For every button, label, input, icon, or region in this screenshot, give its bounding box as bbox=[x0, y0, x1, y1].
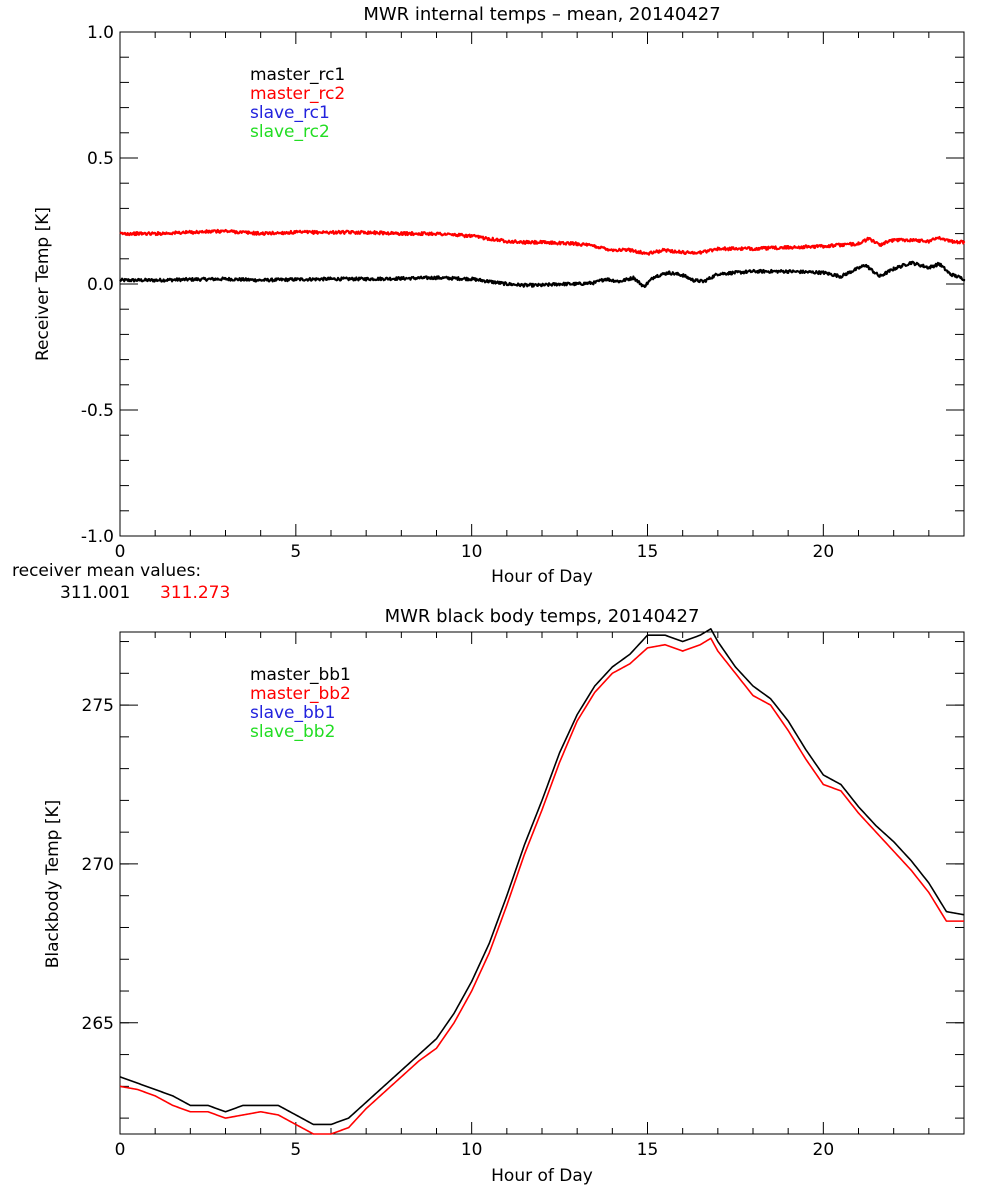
legend-master-rc2: master_rc2 bbox=[250, 84, 345, 104]
blackbody-temp-chart: MWR black body temps, 20140427 0 5 10 15 20 … bbox=[43, 606, 965, 1186]
x-axis-label: Hour of Day bbox=[491, 567, 593, 587]
series-line-master-rc1 bbox=[119, 260, 966, 289]
receiver-mean-value-master-rc1: 311.001 bbox=[60, 583, 130, 603]
x-tick-labels: 0 5 10 15 20 bbox=[115, 542, 835, 562]
receiver-mean-label: receiver mean values: bbox=[12, 561, 201, 581]
y-tick-label: 275 bbox=[82, 696, 114, 716]
x-tick-labels: 0 5 10 15 20 bbox=[115, 1140, 835, 1160]
series-line-master-rc2 bbox=[119, 228, 966, 256]
legend-master-bb1: master_bb1 bbox=[250, 665, 351, 685]
x-axis-label: Hour of Day bbox=[491, 1166, 593, 1186]
x-tick-label: 10 bbox=[461, 1140, 483, 1160]
series-layer bbox=[119, 228, 966, 289]
receiver-mean-values: receiver mean values: 311.001 311.273 bbox=[12, 561, 230, 603]
y-tick-label: 1.0 bbox=[87, 23, 114, 43]
legend-slave-rc2: slave_rc2 bbox=[250, 122, 330, 142]
series-layer bbox=[119, 628, 965, 1135]
plot-area bbox=[119, 628, 965, 1135]
y-tick-label: 0.0 bbox=[87, 275, 114, 295]
y-tick-labels: 265 270 275 bbox=[82, 696, 114, 1034]
receiver-mean-value-master-rc2: 311.273 bbox=[160, 583, 230, 603]
y-tick-label: -0.5 bbox=[81, 401, 114, 421]
legend-slave-bb2: slave_bb2 bbox=[250, 722, 335, 742]
x-tick-label: 5 bbox=[290, 542, 301, 562]
legend: master_bb1 master_bb2 slave_bb1 slave_bb… bbox=[250, 665, 351, 742]
legend-master-bb2: master_bb2 bbox=[250, 684, 351, 704]
tick-marks bbox=[119, 632, 965, 1134]
legend-master-rc1: master_rc1 bbox=[250, 65, 345, 85]
chart-title: MWR internal temps – mean, 20140427 bbox=[363, 4, 720, 25]
x-tick-label: 5 bbox=[290, 1140, 301, 1160]
plot-area bbox=[119, 31, 966, 537]
x-tick-label: 20 bbox=[813, 542, 835, 562]
x-tick-label: 0 bbox=[115, 542, 126, 562]
y-tick-label: -1.0 bbox=[81, 527, 114, 547]
y-tick-labels: -1.0 -0.5 0.0 0.5 1.0 bbox=[81, 23, 114, 547]
series-line-master-bb2 bbox=[119, 637, 964, 1135]
x-tick-label: 15 bbox=[637, 1140, 659, 1160]
legend-slave-rc1: slave_rc1 bbox=[250, 103, 330, 123]
y-tick-label: 265 bbox=[82, 1014, 114, 1034]
y-tick-label: 0.5 bbox=[87, 149, 114, 169]
y-tick-label: 270 bbox=[82, 855, 114, 875]
y-axis-label: Receiver Temp [K] bbox=[33, 207, 53, 361]
x-tick-label: 10 bbox=[461, 542, 483, 562]
x-tick-label: 15 bbox=[637, 542, 659, 562]
chart-title: MWR black body temps, 20140427 bbox=[385, 606, 700, 627]
legend-slave-bb1: slave_bb1 bbox=[250, 703, 335, 723]
receiver-temp-chart: MWR internal temps – mean, 20140427 0 5 10… bbox=[33, 4, 966, 587]
tick-marks bbox=[119, 31, 965, 537]
legend: master_rc1 master_rc2 slave_rc1 slave_rc… bbox=[250, 65, 345, 142]
x-tick-label: 0 bbox=[115, 1140, 126, 1160]
series-line-master-bb1 bbox=[119, 628, 965, 1126]
y-axis-label: Blackbody Temp [K] bbox=[43, 800, 63, 969]
x-tick-label: 20 bbox=[813, 1140, 835, 1160]
